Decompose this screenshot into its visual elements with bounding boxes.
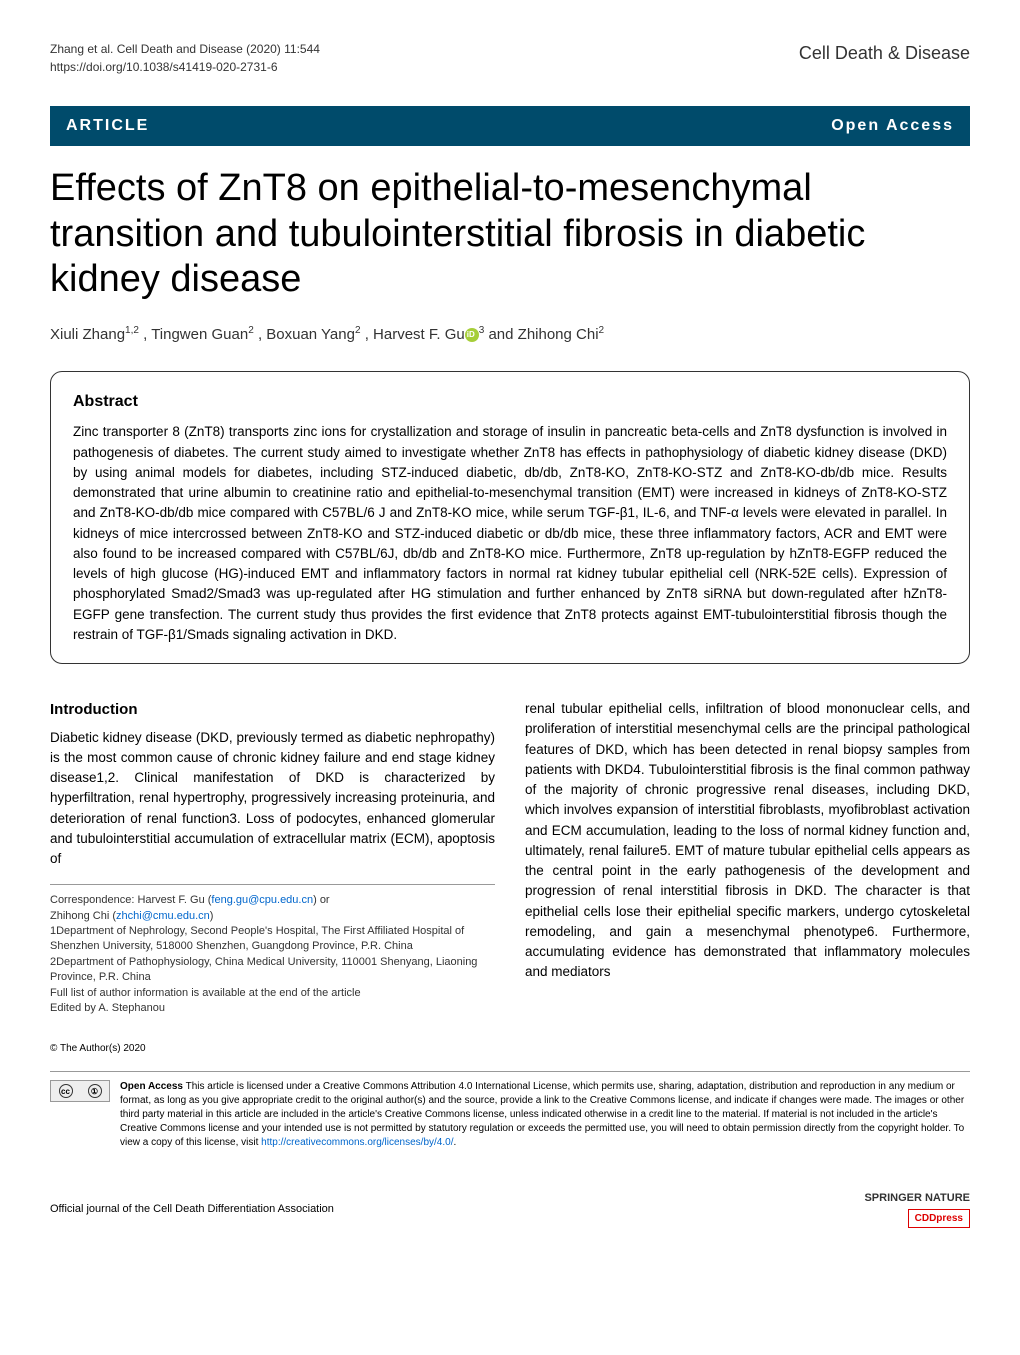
- doi-link[interactable]: https://doi.org/10.1038/s41419-020-2731-…: [50, 58, 320, 76]
- correspondence-line-2: Zhihong Chi (zhchi@cmu.edu.cn): [50, 909, 495, 924]
- official-journal-text: Official journal of the Cell Death Diffe…: [50, 1201, 334, 1218]
- author-affiliation-sup: 2: [248, 325, 254, 336]
- author-affiliation-sup: 3: [479, 325, 485, 336]
- author-list: Xiuli Zhang1,2 , Tingwen Guan2 , Boxuan …: [50, 323, 970, 347]
- cc-icon: cc: [59, 1084, 73, 1098]
- license-text: Open Access This article is licensed und…: [120, 1080, 970, 1150]
- license-body: This article is licensed under a Creativ…: [120, 1081, 964, 1148]
- page-footer: Official journal of the Cell Death Diffe…: [50, 1190, 970, 1228]
- article-label: ARTICLE: [66, 114, 149, 138]
- correspondence-email[interactable]: zhchi@cmu.edu.cn: [116, 910, 210, 922]
- author-name: , Tingwen Guan: [143, 326, 248, 343]
- copyright-text: © The Author(s) 2020: [50, 1041, 970, 1056]
- springer-nature-text: SPRINGER NATURE: [864, 1190, 970, 1207]
- header-citation: Zhang et al. Cell Death and Disease (202…: [50, 40, 320, 76]
- author-name: Xiuli Zhang: [50, 326, 125, 343]
- edited-by-note: Edited by A. Stephanou: [50, 1001, 495, 1016]
- publisher-logo: SPRINGER NATURE CDDpress: [864, 1190, 970, 1228]
- introduction-text-left: Diabetic kidney disease (DKD, previously…: [50, 728, 495, 870]
- left-column: Introduction Diabetic kidney disease (DK…: [50, 699, 495, 1016]
- close-paren: ): [210, 910, 214, 922]
- author-name: , Boxuan Yang: [258, 326, 355, 343]
- author-affiliation-sup: 1,2: [125, 325, 139, 336]
- citation-text: Zhang et al. Cell Death and Disease (202…: [50, 40, 320, 58]
- abstract-box: Abstract Zinc transporter 8 (ZnT8) trans…: [50, 371, 970, 664]
- by-icon: ①: [88, 1084, 102, 1098]
- article-badge-bar: ARTICLE Open Access: [50, 106, 970, 146]
- affiliation-2: 2Department of Pathophysiology, China Me…: [50, 955, 495, 986]
- open-access-label: Open Access: [831, 114, 954, 138]
- correspondence-line: Correspondence: Harvest F. Gu (feng.gu@c…: [50, 893, 495, 908]
- license-link[interactable]: http://creativecommons.org/licenses/by/4…: [261, 1137, 453, 1148]
- page-header: Zhang et al. Cell Death and Disease (202…: [50, 40, 970, 76]
- correspondence-label: Correspondence: Harvest F. Gu (: [50, 894, 211, 906]
- affiliation-1: 1Department of Nephrology, Second People…: [50, 924, 495, 955]
- or-text: ) or: [313, 894, 330, 906]
- cdd-press-badge: CDDpress: [908, 1209, 970, 1228]
- abstract-text: Zinc transporter 8 (ZnT8) transports zin…: [73, 422, 947, 645]
- license-period: .: [453, 1137, 456, 1148]
- author-affiliation-sup: 2: [599, 325, 605, 336]
- full-author-list-note: Full list of author information is avail…: [50, 986, 495, 1001]
- footnotes: Correspondence: Harvest F. Gu (feng.gu@c…: [50, 884, 495, 1016]
- abstract-heading: Abstract: [73, 390, 947, 414]
- author-affiliation-sup: 2: [355, 325, 361, 336]
- correspondence-email[interactable]: feng.gu@cpu.edu.cn: [211, 894, 313, 906]
- body-columns: Introduction Diabetic kidney disease (DK…: [50, 699, 970, 1016]
- right-column: renal tubular epithelial cells, infiltra…: [525, 699, 970, 1016]
- introduction-text-right: renal tubular epithelial cells, infiltra…: [525, 699, 970, 983]
- license-box: cc ① Open Access This article is license…: [50, 1071, 970, 1150]
- author-name: , Harvest F. Gu: [365, 326, 465, 343]
- author-name: and Zhihong Chi: [488, 326, 598, 343]
- correspondence-name: Zhihong Chi (: [50, 910, 116, 922]
- journal-name: Cell Death & Disease: [799, 40, 970, 67]
- introduction-heading: Introduction: [50, 699, 495, 722]
- cc-by-icon: cc ①: [50, 1080, 110, 1102]
- article-title: Effects of ZnT8 on epithelial-to-mesench…: [50, 166, 970, 303]
- open-access-bold: Open Access: [120, 1081, 183, 1092]
- orcid-icon[interactable]: [465, 328, 479, 342]
